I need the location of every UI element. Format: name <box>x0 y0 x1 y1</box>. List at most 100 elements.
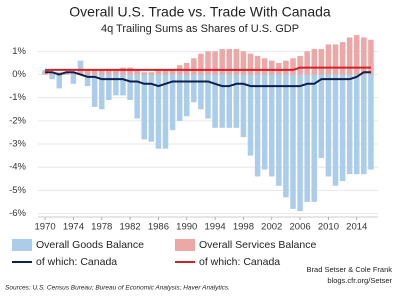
bar <box>91 74 98 107</box>
bar <box>304 74 310 202</box>
y-tick-label: -3% <box>9 139 26 150</box>
bar <box>183 62 190 75</box>
bar <box>77 69 84 75</box>
bar <box>127 67 133 75</box>
bar <box>254 55 261 75</box>
bar <box>84 69 91 75</box>
bar <box>212 51 218 75</box>
bar <box>339 74 346 182</box>
bar <box>176 74 183 121</box>
bar <box>169 74 176 131</box>
legend-label: Overall Goods Balance <box>36 239 144 251</box>
bar <box>162 74 169 149</box>
bar <box>353 74 360 175</box>
bar <box>134 74 140 119</box>
bar <box>368 39 374 75</box>
bar <box>325 44 332 75</box>
bar <box>98 74 105 110</box>
bar <box>346 74 353 175</box>
bar <box>155 69 162 75</box>
x-tick-label: 1990 <box>176 222 197 233</box>
bar <box>233 74 240 128</box>
y-tick-label: -5% <box>9 185 26 196</box>
bar <box>226 49 233 75</box>
bar <box>318 49 325 75</box>
y-tick-label: 0% <box>12 69 26 80</box>
bar <box>261 74 268 170</box>
bar <box>63 72 70 75</box>
bar <box>141 72 148 75</box>
bar <box>169 69 176 75</box>
x-tick-label: 2014 <box>346 222 367 233</box>
x-tick-label: 1994 <box>205 222 226 233</box>
bar <box>42 72 48 75</box>
bar <box>106 74 112 101</box>
bar <box>155 74 162 149</box>
y-tick-label: -6% <box>9 208 26 219</box>
bar <box>233 49 240 75</box>
bar <box>148 74 155 142</box>
legend-swatch <box>175 239 195 251</box>
credit-url: blogs.cfr.org/Setser <box>327 276 392 285</box>
bar <box>332 44 339 75</box>
legend-swatch <box>12 239 32 251</box>
bar <box>297 55 303 75</box>
bar <box>56 74 63 89</box>
bar <box>361 74 367 175</box>
bar <box>290 58 296 75</box>
line <box>45 71 371 88</box>
source: Sources: U.S. Census Bureau; Bureau of E… <box>5 285 230 292</box>
bar <box>212 74 218 128</box>
bar <box>84 74 91 87</box>
bar <box>56 72 63 75</box>
bar <box>113 69 119 75</box>
bar <box>325 74 332 177</box>
bar <box>205 51 211 75</box>
bar <box>247 53 254 75</box>
bar <box>198 53 204 75</box>
bar <box>162 69 169 75</box>
bar <box>205 74 211 119</box>
bar <box>283 74 289 198</box>
bar <box>219 49 225 75</box>
chart-subtitle: 4q Trailing Sums as Shares of U.S. GDP <box>101 23 299 35</box>
bar <box>311 74 318 202</box>
bar <box>127 74 133 101</box>
bar <box>290 74 296 209</box>
bar <box>141 74 148 140</box>
bar <box>254 74 261 177</box>
x-tick-label: 1970 <box>35 222 56 233</box>
bar <box>77 60 84 75</box>
bar <box>339 42 346 75</box>
bar <box>120 74 126 96</box>
bar <box>297 74 303 212</box>
bar <box>98 69 105 75</box>
bar <box>91 69 98 75</box>
x-tick-label: 1998 <box>233 222 254 233</box>
bar <box>49 72 55 75</box>
legend-label: Overall Services Balance <box>199 239 316 251</box>
bar <box>49 74 55 80</box>
x-tick-label: 2010 <box>318 222 339 233</box>
bar <box>346 37 353 75</box>
bar <box>226 74 233 128</box>
bar <box>240 51 247 75</box>
x-tick-label: 2002 <box>261 222 282 233</box>
bar <box>276 62 282 75</box>
bar <box>318 74 325 158</box>
bar <box>261 58 268 75</box>
bar <box>304 51 310 75</box>
bar <box>311 49 318 75</box>
bar <box>240 74 247 138</box>
bar <box>113 74 119 96</box>
bar <box>70 72 77 75</box>
bar <box>283 60 289 75</box>
bar <box>134 69 140 75</box>
x-tick-label: 1986 <box>148 222 169 233</box>
x-tick-label: 2006 <box>290 222 311 233</box>
bar <box>268 74 275 177</box>
bar <box>353 35 360 75</box>
bar <box>191 58 197 75</box>
